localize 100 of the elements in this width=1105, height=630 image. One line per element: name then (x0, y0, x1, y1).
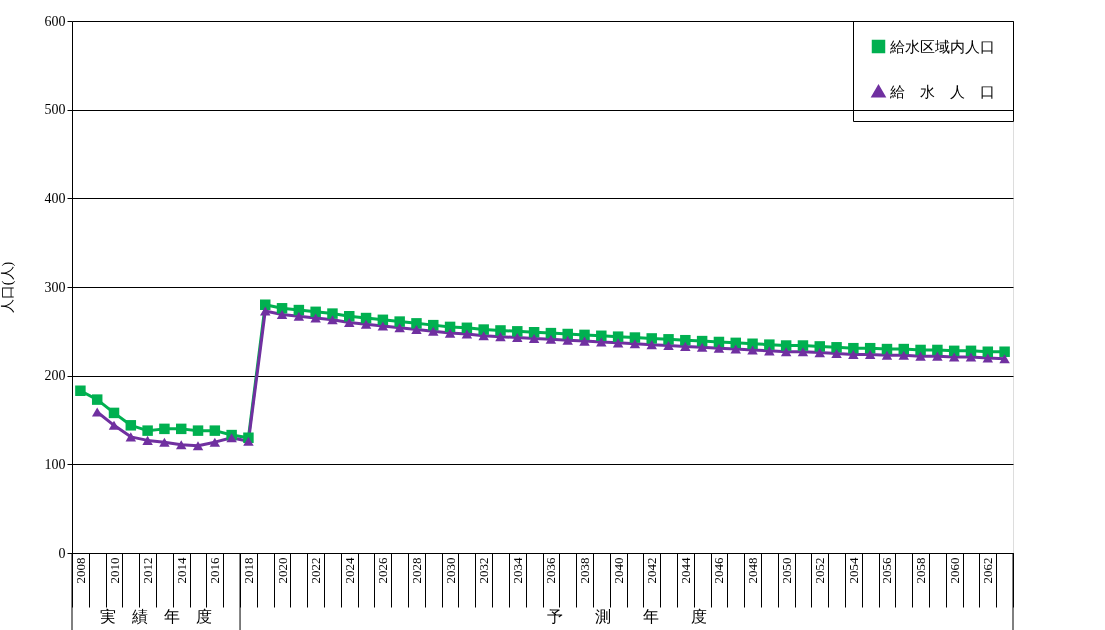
x-tick-label: 2010 (106, 557, 122, 584)
point (91, 394, 103, 405)
y-tick-label: 100 (44, 456, 66, 472)
x-tick-label: 2020 (274, 557, 290, 584)
point (965, 352, 977, 362)
point (428, 319, 439, 331)
x-tick-label: 2054 (845, 557, 861, 584)
point (344, 317, 355, 328)
point (898, 350, 910, 360)
point (713, 343, 725, 353)
point (562, 335, 573, 345)
legend-label: 給水区域内人口 (889, 38, 995, 55)
point (696, 342, 708, 352)
point (175, 423, 187, 435)
point (612, 331, 624, 342)
x-tick-label: 2018 (240, 557, 256, 584)
point (159, 437, 170, 447)
point (394, 323, 405, 333)
point (276, 309, 288, 320)
point (411, 318, 422, 329)
x-tick-label: 2048 (745, 557, 761, 584)
point (411, 325, 422, 335)
x-tick-label: 2056 (879, 557, 895, 584)
point (881, 350, 893, 360)
point (528, 333, 540, 343)
point (142, 435, 153, 445)
point (360, 319, 372, 329)
point (764, 339, 775, 350)
text: 実 績 年 度 (100, 608, 213, 625)
x-tick-label: 2028 (408, 557, 424, 584)
point (428, 326, 439, 336)
x-tick-label: 2026 (375, 557, 391, 584)
x-tick-label: 2040 (610, 557, 626, 584)
point (864, 349, 876, 359)
x-tick-label: 2024 (341, 557, 357, 584)
point (293, 311, 305, 321)
legend-label: 給 水 人 口 (889, 83, 995, 100)
point (478, 324, 489, 335)
point (512, 326, 523, 337)
y-tick-label: 600 (44, 13, 66, 29)
point (915, 351, 926, 361)
point (75, 385, 86, 396)
point (814, 341, 825, 352)
point (848, 342, 859, 354)
x-tick-label: 2038 (577, 557, 593, 584)
point (478, 331, 489, 341)
point (663, 334, 674, 345)
point (780, 347, 792, 357)
point (680, 334, 691, 346)
x-tick-label: 2012 (140, 557, 156, 584)
point (747, 338, 758, 349)
x-tick-label: 2044 (677, 557, 693, 584)
point (562, 328, 573, 340)
point (680, 341, 691, 351)
point (444, 328, 456, 338)
y-axis-title: 人口(人) (0, 261, 16, 314)
point (780, 340, 792, 351)
point (915, 344, 926, 356)
x-tick-label: 2062 (980, 557, 996, 584)
point (612, 338, 624, 348)
point (545, 334, 557, 344)
point (327, 315, 338, 325)
point (125, 432, 137, 442)
point (495, 332, 506, 342)
point (327, 308, 338, 319)
x-tick-label: 2042 (644, 557, 660, 584)
point (512, 333, 523, 343)
x-tick-label: 2060 (946, 557, 962, 584)
point (797, 347, 809, 357)
point (629, 332, 641, 343)
y-tick-label: 300 (44, 279, 66, 295)
x-tick-label: 2034 (509, 557, 525, 584)
point (730, 344, 741, 354)
point (730, 337, 741, 349)
y-tick-label: 500 (44, 102, 66, 118)
x-tick-label: 2036 (543, 557, 559, 584)
point (747, 345, 758, 355)
point (243, 436, 254, 446)
x-tick-label: 2022 (308, 557, 324, 584)
x-tick-label: 2014 (173, 557, 189, 584)
point (797, 340, 809, 351)
point (125, 420, 137, 431)
point (192, 441, 204, 451)
x-tick-label: 2058 (913, 557, 929, 584)
point (831, 342, 842, 353)
point (209, 425, 221, 436)
point (663, 340, 674, 351)
point (142, 425, 153, 436)
x-tick-label: 2008 (72, 557, 88, 584)
point (629, 339, 641, 349)
y-tick-label: 400 (44, 190, 66, 206)
x-tick-label: 2052 (812, 557, 828, 584)
point (108, 407, 120, 419)
point (495, 325, 506, 336)
point (596, 337, 607, 347)
point (260, 299, 271, 310)
point (394, 316, 405, 327)
point (948, 352, 960, 362)
point (999, 346, 1010, 357)
y-tick-label: 0 (58, 545, 66, 561)
